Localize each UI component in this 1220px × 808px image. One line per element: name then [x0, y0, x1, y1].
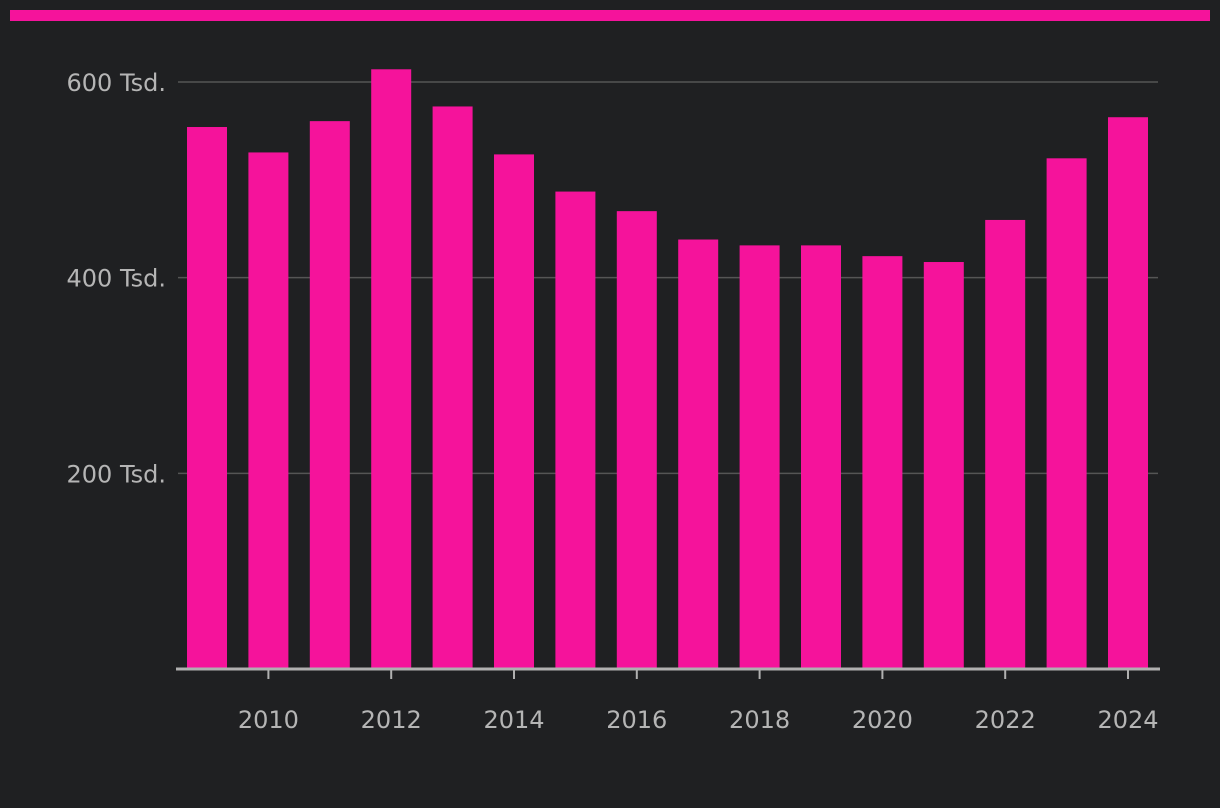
bar-2014 [494, 154, 534, 669]
bars [187, 69, 1148, 670]
x-tick-label: 2024 [1097, 706, 1158, 734]
bar-2013 [432, 106, 473, 670]
bar-2016 [616, 211, 657, 669]
x-tick-label: 2020 [852, 706, 913, 734]
x-axis [176, 667, 1160, 679]
bar-2010 [248, 152, 289, 669]
x-tick-label: 2016 [606, 706, 667, 734]
bar-2018 [739, 245, 780, 670]
bar-2019 [801, 245, 841, 670]
bar-2024 [1108, 117, 1148, 670]
y-tick-label: 600 Tsd. [67, 69, 167, 97]
bar-2017 [678, 239, 719, 670]
y-tick-label: 400 Tsd. [67, 265, 167, 293]
bar-2021 [923, 262, 964, 669]
bar-2023 [1046, 158, 1087, 669]
x-tick-label: 2022 [975, 706, 1036, 734]
y-tick-label: 200 Tsd. [67, 460, 167, 488]
bar-2009 [187, 127, 227, 669]
bar-2015 [555, 191, 596, 669]
bar-2011 [309, 121, 350, 670]
y-tick-labels: 200 Tsd. 400 Tsd. 600 Tsd. [67, 69, 167, 488]
x-tick-label: 2012 [361, 706, 422, 734]
x-tick-label: 2018 [729, 706, 790, 734]
bar-2020 [862, 256, 903, 669]
x-tick-labels: 2010 2012 2014 2016 2018 2020 2022 2024 [238, 706, 1159, 734]
bar-2012 [371, 69, 412, 669]
x-tick-label: 2014 [483, 706, 544, 734]
bar-2022 [985, 219, 1026, 669]
accent-bar [10, 10, 1210, 21]
x-tick-label: 2010 [238, 706, 299, 734]
